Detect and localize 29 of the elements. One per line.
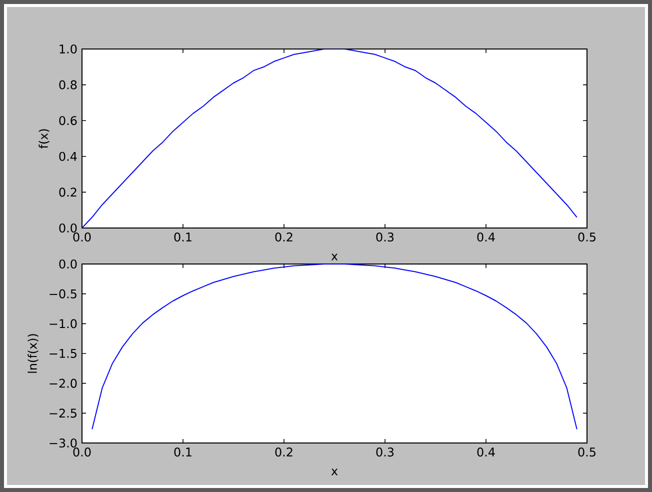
x-tick-label: 0.2 — [275, 232, 292, 242]
x-tick-label: 0.3 — [376, 448, 394, 457]
x-tick-label: 0.5 — [578, 232, 596, 242]
y-tick-label: 0.0 — [59, 223, 77, 233]
y-tick-label: 0.6 — [59, 116, 77, 126]
y-axis-title: f(x) — [38, 129, 50, 149]
x-axis-title: x — [331, 254, 338, 260]
x-tick-label: 0.0 — [73, 232, 91, 242]
x-tick-label: 0.3 — [376, 232, 394, 242]
y-tick-label: 0.0 — [59, 259, 77, 269]
x-tick-label: 0.2 — [275, 448, 292, 457]
y-tick-label: 0.2 — [59, 188, 76, 197]
y-tick-label: −2.0 — [50, 378, 77, 388]
x-tick-label: 0.0 — [73, 448, 91, 457]
x-tick-label: 0.4 — [477, 448, 495, 457]
x-axis-title: x — [331, 468, 338, 476]
y-tick-label: 1.0 — [60, 44, 77, 54]
y-tick-label: 0.8 — [59, 80, 77, 90]
x-tick-label: 0.1 — [174, 232, 192, 242]
y-tick-label: −1.5 — [50, 349, 76, 358]
y-axis-title: ln(f(x)) — [28, 334, 38, 373]
y-tick-label: −0.5 — [50, 289, 76, 298]
y-tick-label: −1.0 — [50, 319, 77, 328]
y-tick-label: 0.4 — [59, 152, 77, 161]
y-tick-label: −3.0 — [50, 438, 77, 448]
x-tick-label: 0.1 — [174, 448, 192, 457]
x-tick-label: 0.5 — [578, 448, 596, 457]
x-tick-label: 0.4 — [477, 232, 495, 242]
y-tick-label: −2.5 — [50, 408, 76, 418]
